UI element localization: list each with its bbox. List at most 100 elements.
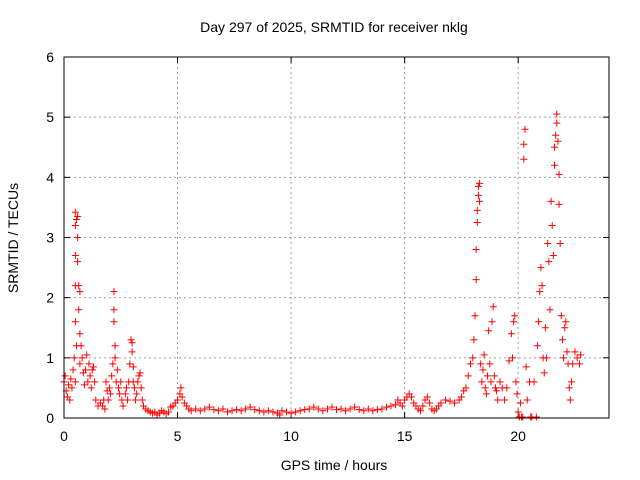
data-point xyxy=(319,407,327,415)
data-point xyxy=(473,206,481,214)
data-point xyxy=(72,215,80,223)
data-point xyxy=(464,372,472,380)
data-point xyxy=(301,406,309,414)
data-point xyxy=(490,372,498,380)
data-point xyxy=(560,354,568,362)
data-point xyxy=(501,396,509,404)
y-axis-label: SRMTID / TECUs xyxy=(5,183,21,293)
data-point xyxy=(82,366,90,374)
data-point xyxy=(519,413,527,421)
data-point xyxy=(451,399,459,407)
data-point xyxy=(314,405,322,413)
data-point xyxy=(84,378,92,386)
data-point xyxy=(369,407,377,415)
data-point xyxy=(520,155,528,163)
data-point xyxy=(85,360,93,368)
data-point xyxy=(446,397,454,405)
data-point xyxy=(328,403,336,411)
data-point xyxy=(107,390,115,398)
data-point xyxy=(310,403,318,411)
data-point xyxy=(305,405,313,413)
data-point xyxy=(479,366,487,374)
data-point xyxy=(187,407,195,415)
data-point xyxy=(392,401,400,409)
data-point xyxy=(520,140,528,148)
data-point xyxy=(111,342,119,350)
data-point xyxy=(224,408,231,416)
data-point xyxy=(482,390,490,398)
data-point xyxy=(484,372,492,380)
plot-frame xyxy=(63,56,610,419)
data-point xyxy=(296,407,304,415)
data-point xyxy=(237,407,245,415)
data-point xyxy=(551,161,558,169)
data-point xyxy=(355,406,363,414)
data-point xyxy=(117,378,125,386)
y-tick-label: 6 xyxy=(46,49,54,65)
data-point xyxy=(255,407,263,415)
data-point xyxy=(566,396,574,404)
data-point xyxy=(178,393,186,401)
data-point xyxy=(292,408,300,416)
data-point xyxy=(269,408,277,416)
data-point xyxy=(546,306,554,314)
data-point xyxy=(487,378,495,386)
data-point xyxy=(333,406,340,414)
data-point xyxy=(70,354,78,362)
data-point xyxy=(552,131,560,139)
data-point xyxy=(503,384,511,392)
data-point xyxy=(561,324,569,332)
x-axis-label: GPS time / hours xyxy=(281,457,388,473)
data-point xyxy=(407,393,415,401)
data-point xyxy=(87,384,95,392)
data-point xyxy=(71,318,79,326)
data-point xyxy=(102,378,110,386)
data-point xyxy=(472,276,480,284)
data-point xyxy=(75,306,83,314)
data-point xyxy=(474,182,482,190)
data-point xyxy=(462,384,470,392)
data-point xyxy=(556,240,564,248)
data-point xyxy=(105,384,113,392)
data-point xyxy=(477,360,485,368)
data-point xyxy=(472,246,480,254)
y-tick-label: 4 xyxy=(46,169,54,185)
data-point xyxy=(562,318,570,326)
data-point xyxy=(548,221,556,229)
data-point xyxy=(136,369,144,377)
data-point xyxy=(554,137,562,145)
data-point xyxy=(538,282,546,290)
data-point xyxy=(276,411,284,419)
data-point xyxy=(469,354,477,362)
data-point xyxy=(530,378,538,386)
data-point xyxy=(104,396,112,404)
data-point xyxy=(493,387,501,395)
data-point xyxy=(88,366,96,374)
data-point xyxy=(541,324,549,332)
data-point xyxy=(92,396,100,404)
data-point xyxy=(109,360,117,368)
data-point xyxy=(382,403,390,411)
data-point xyxy=(419,402,427,410)
data-point xyxy=(65,381,73,389)
data-point xyxy=(491,384,499,392)
data-point xyxy=(568,378,576,386)
x-tick-label: 10 xyxy=(283,428,299,444)
data-point xyxy=(544,240,552,248)
data-point xyxy=(260,408,268,416)
data-point xyxy=(398,402,406,410)
data-point xyxy=(426,399,434,407)
data-point xyxy=(121,390,129,398)
data-point xyxy=(373,406,381,414)
data-point xyxy=(505,357,513,365)
data-point xyxy=(486,360,494,368)
data-point xyxy=(569,360,577,368)
chart-title: Day 297 of 2025, SRMTID for receiver nkl… xyxy=(200,19,468,35)
data-point xyxy=(67,375,75,383)
data-point xyxy=(442,396,449,404)
data-point xyxy=(122,384,130,392)
data-point xyxy=(551,143,558,151)
data-point xyxy=(555,200,563,208)
data-point xyxy=(80,381,88,389)
